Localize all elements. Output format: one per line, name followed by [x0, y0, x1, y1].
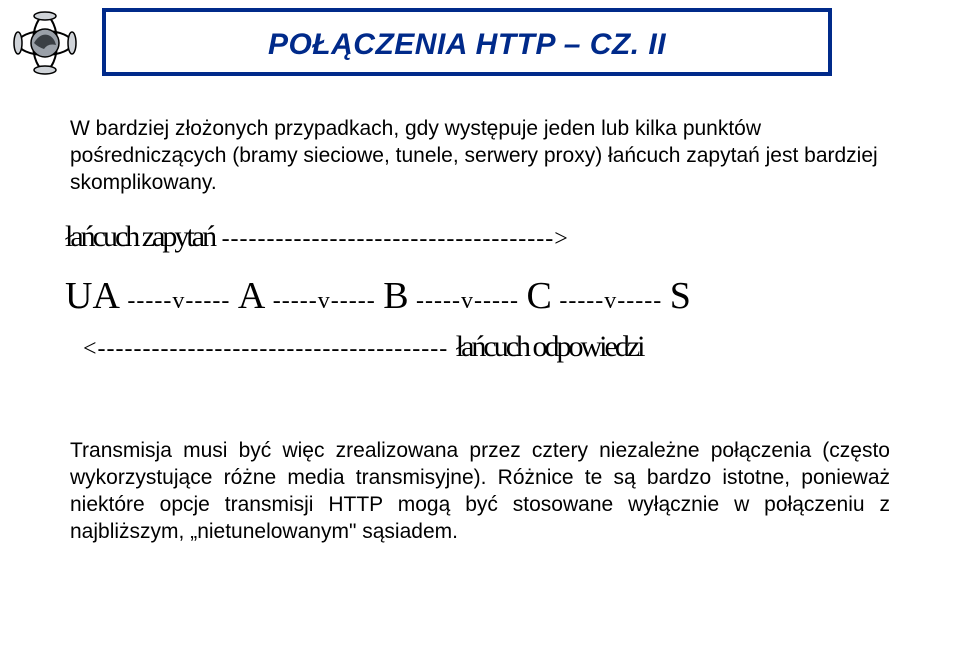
node-a: A: [238, 275, 265, 317]
title-box: POŁĄCZENIA HTTP – CZ. II: [102, 8, 832, 76]
diagram-row-response: <---------------------------------------…: [83, 330, 642, 364]
chain-diagram: łańcuch zapytań ------------------------…: [65, 220, 895, 390]
logo: [10, 8, 80, 78]
request-chain-label: łańcuch zapytań: [65, 220, 214, 253]
node-ua: UA: [65, 275, 120, 317]
paragraph-intro: W bardziej złożonych przypadkach, gdy wy…: [70, 116, 890, 197]
request-arrow: ------------------------------------->: [222, 226, 569, 252]
segment-3: -----v-----: [416, 288, 519, 314]
page: POŁĄCZENIA HTTP – CZ. II W bardziej złoż…: [0, 0, 959, 653]
node-s: S: [670, 275, 691, 317]
segment-1: -----v-----: [127, 288, 230, 314]
diagram-row-nodes: UA -----v----- A -----v----- B -----v---…: [65, 274, 691, 318]
page-title: POŁĄCZENIA HTTP – CZ. II: [106, 12, 828, 78]
paragraph-body: Transmisja musi być więc zrealizowana pr…: [70, 438, 890, 546]
response-chain-label: łańcuch odpowiedzi: [456, 330, 643, 363]
response-arrow: <---------------------------------------: [83, 336, 448, 362]
diagram-row-request: łańcuch zapytań ------------------------…: [65, 220, 569, 254]
node-b: B: [383, 275, 408, 317]
segment-2: -----v-----: [273, 288, 376, 314]
segment-4: -----v-----: [559, 288, 662, 314]
node-c: C: [526, 275, 551, 317]
